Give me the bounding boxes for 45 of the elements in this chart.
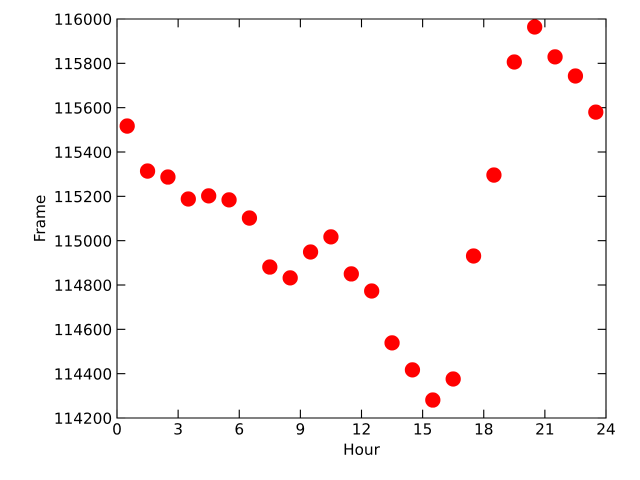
- point: [404, 362, 420, 378]
- y-axis-title: Frame: [34, 196, 46, 241]
- y-tick-label: 114800: [55, 279, 112, 292]
- x-tick-label: 6: [235, 423, 244, 435]
- y-tick-label: 115200: [55, 190, 112, 202]
- y-tick-label: 114200: [55, 412, 112, 424]
- x-tick-label: 24: [597, 423, 615, 434]
- point: [201, 188, 216, 204]
- x-tick-label: 12: [353, 423, 370, 434]
- point: [344, 266, 359, 282]
- point: [364, 283, 380, 299]
- x-tick-label: 3: [174, 423, 182, 435]
- point: [180, 191, 196, 207]
- point: [120, 118, 135, 134]
- point: [486, 167, 502, 183]
- point: [323, 229, 339, 245]
- point: [140, 163, 156, 179]
- point: [588, 104, 604, 120]
- x-axis-title: Hour: [344, 444, 380, 456]
- point: [425, 392, 440, 408]
- point: [302, 244, 318, 260]
- point: [527, 19, 542, 35]
- point: [446, 371, 461, 387]
- y-tick-label: 114400: [55, 368, 112, 380]
- point: [384, 335, 400, 350]
- y-tick-label: 114600: [55, 324, 112, 336]
- y-tick-label: 116000: [55, 13, 112, 26]
- point: [242, 210, 258, 226]
- x-tick-label: 21: [536, 423, 554, 434]
- point: [568, 68, 584, 84]
- y-tick-label: 115800: [55, 58, 112, 70]
- point: [262, 259, 278, 275]
- x-tick-label: 15: [414, 423, 432, 435]
- point: [221, 192, 237, 208]
- x-tick-label: 0: [113, 423, 121, 435]
- point: [547, 49, 563, 65]
- y-tick-label: 115600: [55, 102, 112, 114]
- point: [160, 169, 176, 185]
- point: [466, 248, 482, 264]
- point: [282, 270, 298, 286]
- x-tick-label: 9: [296, 423, 304, 435]
- y-tick-label: 115400: [55, 146, 112, 158]
- y-tick-label: 115000: [55, 235, 112, 247]
- x-tick-label: 18: [476, 423, 492, 435]
- point: [506, 54, 522, 70]
